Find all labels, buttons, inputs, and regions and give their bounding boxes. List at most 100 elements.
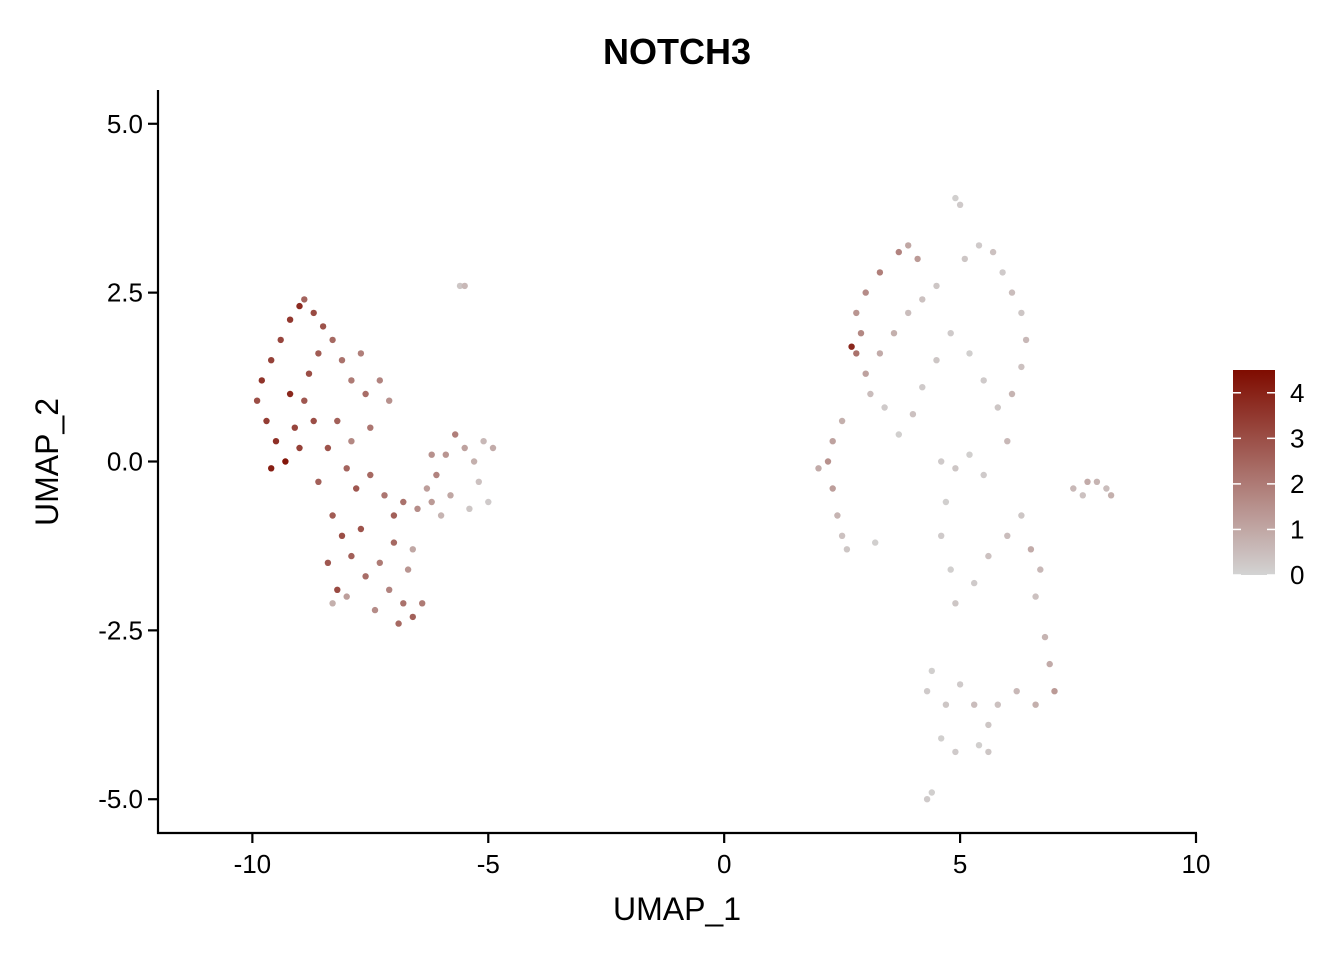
data-point bbox=[862, 289, 869, 296]
data-point bbox=[268, 357, 275, 364]
x-tick-label: 5 bbox=[953, 849, 967, 879]
data-point bbox=[971, 579, 978, 587]
data-point bbox=[867, 390, 874, 398]
data-point bbox=[296, 302, 303, 310]
data-point bbox=[400, 498, 407, 506]
data-point bbox=[975, 742, 983, 749]
data-point bbox=[485, 498, 492, 506]
data-point bbox=[843, 546, 851, 553]
data-point bbox=[310, 309, 317, 317]
data-point bbox=[329, 336, 336, 344]
data-point bbox=[829, 485, 836, 492]
data-point bbox=[994, 404, 1001, 411]
data-point bbox=[876, 269, 884, 276]
data-point bbox=[1084, 478, 1091, 485]
data-point bbox=[994, 701, 1001, 708]
data-point bbox=[1037, 566, 1044, 573]
data-point bbox=[1051, 688, 1058, 695]
data-point bbox=[980, 377, 987, 384]
data-point bbox=[895, 431, 902, 438]
data-point bbox=[329, 512, 336, 519]
y-tick-label: 5.0 bbox=[107, 109, 143, 139]
data-point bbox=[838, 417, 846, 425]
data-point bbox=[1013, 688, 1020, 695]
data-point bbox=[938, 458, 945, 465]
data-point bbox=[390, 539, 398, 546]
data-point bbox=[923, 796, 931, 803]
data-point bbox=[905, 309, 912, 317]
data-point bbox=[357, 350, 365, 357]
data-point bbox=[286, 316, 294, 323]
data-point bbox=[966, 350, 973, 357]
x-tick-label: -10 bbox=[234, 849, 272, 879]
data-point bbox=[857, 330, 865, 337]
data-point bbox=[1032, 701, 1039, 708]
data-point bbox=[334, 417, 341, 425]
data-point bbox=[919, 384, 926, 391]
data-point bbox=[381, 492, 388, 499]
data-point bbox=[905, 242, 912, 249]
data-point bbox=[409, 546, 416, 553]
data-point bbox=[324, 444, 332, 452]
colorbar-label: 1 bbox=[1290, 514, 1304, 544]
y-tick-label: 2.5 bbox=[107, 278, 143, 308]
data-point bbox=[348, 377, 355, 384]
data-point bbox=[315, 350, 322, 357]
data-point bbox=[442, 451, 449, 458]
colorbar-label: 2 bbox=[1290, 469, 1304, 499]
data-point bbox=[952, 748, 959, 756]
data-point bbox=[348, 552, 355, 560]
data-point bbox=[1004, 532, 1011, 539]
data-point bbox=[480, 438, 487, 445]
data-point bbox=[386, 586, 393, 593]
data-point bbox=[376, 377, 383, 384]
data-point bbox=[301, 397, 308, 404]
data-point bbox=[952, 465, 959, 472]
color-legend: 0 1 2 3 4 bbox=[1233, 370, 1304, 590]
data-point bbox=[848, 343, 855, 350]
data-point bbox=[1041, 633, 1049, 641]
data-point bbox=[1008, 289, 1016, 296]
x-tick-label: 0 bbox=[717, 849, 731, 879]
data-point bbox=[272, 438, 280, 445]
data-point bbox=[310, 417, 317, 425]
data-point bbox=[1070, 485, 1077, 492]
y-axis-title: UMAP_2 bbox=[29, 398, 65, 526]
data-point bbox=[985, 552, 992, 560]
data-point bbox=[362, 573, 369, 580]
data-point bbox=[952, 600, 959, 607]
colorbar-label: 3 bbox=[1290, 423, 1304, 453]
data-point bbox=[980, 471, 987, 479]
data-point bbox=[437, 512, 445, 519]
data-point bbox=[1027, 546, 1035, 553]
data-point bbox=[291, 424, 298, 431]
data-point bbox=[334, 586, 341, 593]
data-point bbox=[1046, 660, 1053, 668]
data-point bbox=[428, 451, 435, 458]
data-point bbox=[466, 505, 473, 512]
data-point bbox=[909, 411, 917, 418]
data-point bbox=[938, 532, 945, 539]
data-point bbox=[343, 465, 350, 472]
data-point bbox=[489, 444, 497, 452]
data-point bbox=[362, 390, 369, 398]
data-point bbox=[942, 701, 950, 708]
data-point bbox=[1079, 492, 1087, 499]
data-point bbox=[1093, 478, 1101, 485]
data-point bbox=[1032, 593, 1039, 600]
x-tick-label: 10 bbox=[1182, 849, 1211, 879]
data-point bbox=[447, 492, 454, 499]
data-point bbox=[961, 255, 968, 263]
data-point bbox=[428, 498, 435, 506]
data-point bbox=[353, 485, 360, 492]
data-point bbox=[390, 512, 398, 519]
data-point bbox=[329, 600, 336, 607]
data-point bbox=[414, 505, 421, 512]
data-point bbox=[348, 438, 355, 445]
data-point bbox=[324, 559, 332, 566]
data-point bbox=[1008, 390, 1016, 398]
data-point bbox=[319, 323, 327, 330]
data-point bbox=[971, 701, 978, 708]
colorbar bbox=[1233, 370, 1275, 575]
